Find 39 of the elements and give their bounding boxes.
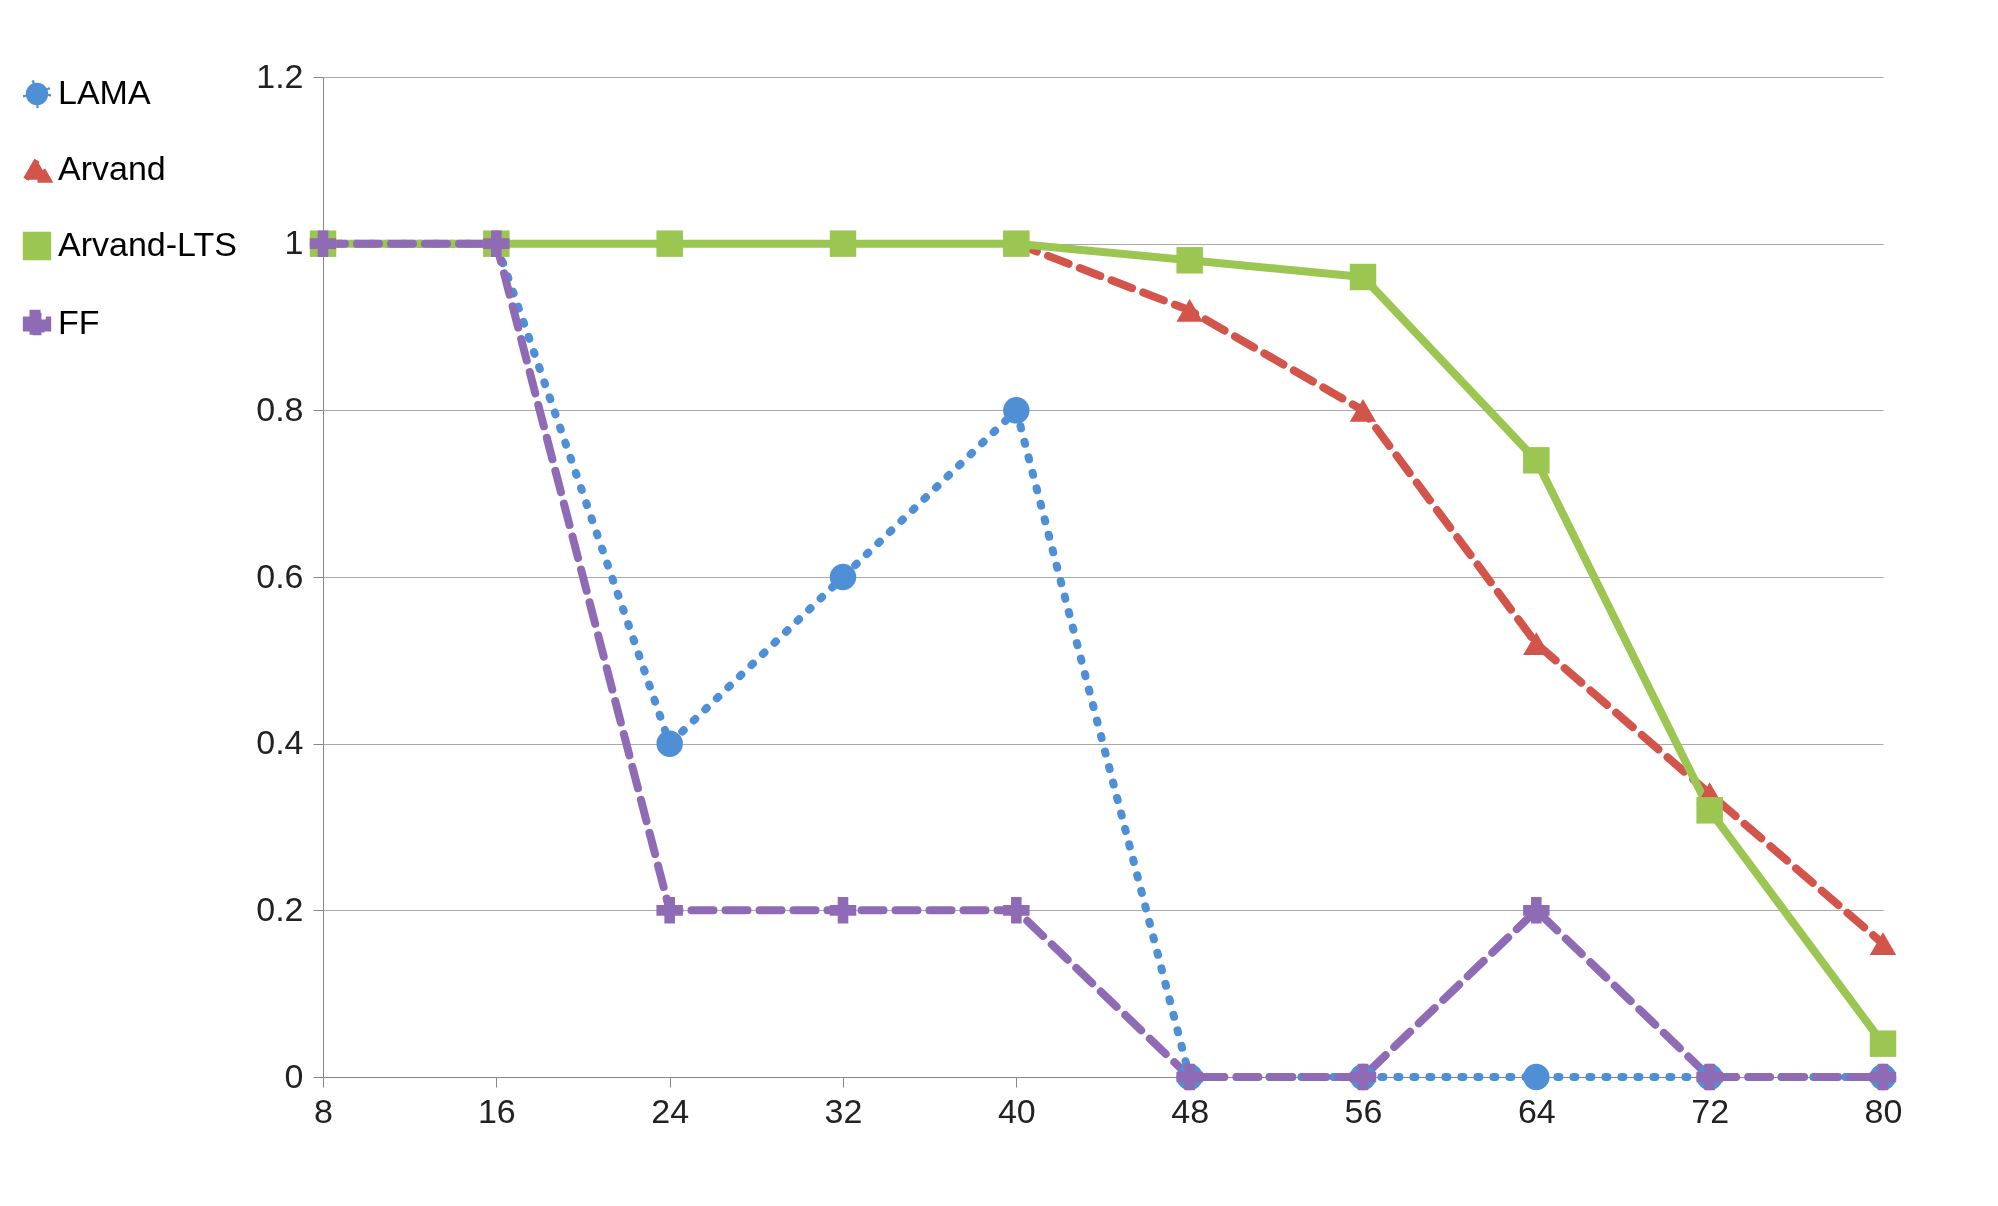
x-tick-label: 64 (1517, 1091, 1556, 1130)
point (1696, 797, 1723, 824)
point (829, 897, 857, 924)
point (656, 730, 683, 757)
x-tick-label: 40 (997, 1091, 1036, 1130)
legend-label: LAMA (58, 73, 151, 111)
point (1349, 398, 1377, 422)
legend-label: Arvand-LTS (58, 225, 237, 263)
point (656, 897, 683, 924)
x-tick-label: 80 (1864, 1091, 1903, 1130)
point (829, 230, 857, 257)
point (1003, 397, 1030, 424)
y-tick-label: 1 (284, 223, 304, 262)
point (1523, 1063, 1550, 1091)
y-tick-label: 0.4 (256, 723, 304, 762)
x-tick-label: 8 (314, 1091, 333, 1130)
point (1176, 247, 1203, 274)
y-tick-label: 0.2 (256, 889, 304, 928)
x-tick-label: 24 (651, 1091, 690, 1130)
point (1869, 1030, 1897, 1057)
y-tick-label: 1.2 (256, 56, 304, 95)
x-tick-label: 56 (1344, 1091, 1383, 1130)
point (1523, 897, 1550, 924)
point (1003, 897, 1030, 924)
x-tick-label: 32 (824, 1091, 863, 1130)
legend-label: FF (58, 303, 100, 341)
x-tick-label: 16 (477, 1091, 516, 1130)
x-tick-label: 48 (1171, 1091, 1210, 1130)
point (656, 230, 683, 257)
point (1523, 447, 1550, 474)
y-tick-label: 0 (284, 1056, 304, 1095)
legend-label: Arvand (58, 149, 166, 187)
point (1349, 263, 1377, 291)
y-tick-label: 0.8 (256, 389, 304, 428)
y-tick-label: 0.6 (256, 556, 304, 595)
x-tick-label: 72 (1691, 1091, 1730, 1130)
point (1176, 298, 1203, 322)
point (829, 563, 857, 591)
point (1869, 932, 1897, 956)
